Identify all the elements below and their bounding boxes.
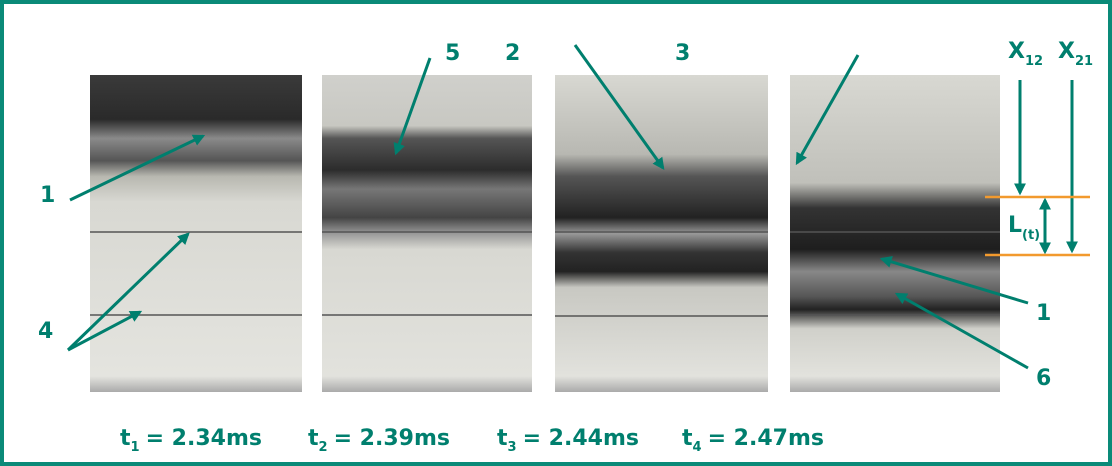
time-symbol: t [308, 426, 319, 451]
time-subscript: 4 [693, 440, 702, 455]
time-symbol: t [120, 426, 131, 451]
label: 1 [40, 183, 55, 208]
label: 5 [445, 41, 460, 66]
time-subscript: 3 [508, 440, 517, 455]
time-subscript: 2 [319, 440, 328, 455]
label: 1 [1036, 301, 1051, 326]
label: 4 [38, 319, 53, 344]
label: 2 [505, 41, 520, 66]
photo [555, 75, 768, 392]
time-text: = 2.39ms [334, 426, 450, 451]
label: 3 [675, 41, 690, 66]
time-subscript: 1 [131, 440, 140, 455]
time-text: = 2.47ms [708, 426, 824, 451]
photo [90, 75, 302, 392]
figure: 1 5 2 3 4 1 6 X12 X21 L(t) t1= 2.34mst2=… [0, 0, 1112, 466]
label: 6 [1036, 366, 1051, 391]
time-text: = 2.44ms [523, 426, 639, 451]
time-symbol: t [497, 426, 508, 451]
photo [322, 75, 532, 392]
time-text: = 2.34ms [146, 426, 262, 451]
time-symbol: t [682, 426, 693, 451]
